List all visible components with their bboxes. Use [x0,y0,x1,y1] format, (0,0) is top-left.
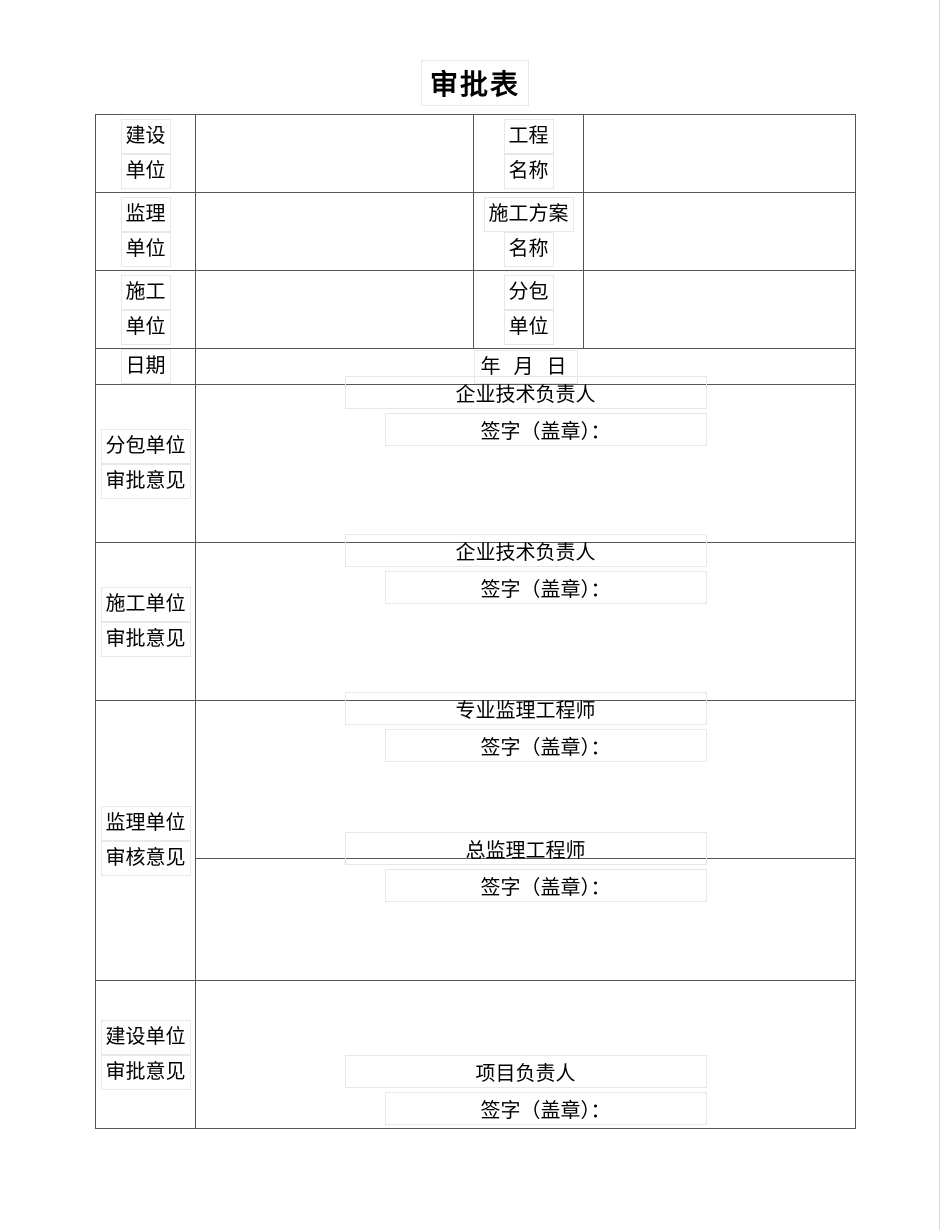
sign-label: 签字（盖章）： [385,869,707,902]
value-project-name[interactable] [584,115,856,193]
label-date: 日期 [96,349,196,385]
row-approval-owner: 建设单位 审批意见 项目负责人 签字（盖章）： [96,981,856,1129]
signer-role: 项目负责人 [345,1055,707,1088]
label-subcontractor-unit: 分包 单位 [474,271,584,349]
signer-role: 总监理工程师 [345,832,707,865]
label-construction-unit: 建设 单位 [96,115,196,193]
value-contractor-unit[interactable] [196,271,474,349]
approval-form-page: 审批表 建设 单位 工程 名称 监理 单位 [0,0,950,1230]
sign-label: 签字（盖章）： [385,571,707,604]
row-approval-subcontractor: 分包单位 审批意见 企业技术负责人 签字（盖章）： [96,385,856,543]
value-construction-unit[interactable] [196,115,474,193]
row-approval-contractor: 施工单位 审批意见 企业技术负责人 签字（盖章）： [96,543,856,701]
value-scheme-name[interactable] [584,193,856,271]
label-approval-subcontractor: 分包单位 审批意见 [96,385,196,543]
label-project-name: 工程 名称 [474,115,584,193]
label-approval-owner: 建设单位 审批意见 [96,981,196,1129]
form-title-text: 审批表 [421,60,529,106]
content-approval-supervision-2[interactable]: 总监理工程师 签字（盖章）： [196,859,856,981]
label-supervision-unit: 监理 单位 [96,193,196,271]
approval-table: 建设 单位 工程 名称 监理 单位 施工方案 名称 [95,114,856,1129]
row-supervision-unit: 监理 单位 施工方案 名称 [96,193,856,271]
signer-role: 专业监理工程师 [345,692,707,725]
content-approval-subcontractor[interactable]: 企业技术负责人 签字（盖章）： [196,385,856,543]
sign-label: 签字（盖章）： [385,1092,707,1125]
content-approval-owner[interactable]: 项目负责人 签字（盖章）： [196,981,856,1129]
content-approval-contractor[interactable]: 企业技术负责人 签字（盖章）： [196,543,856,701]
value-subcontractor-unit[interactable] [584,271,856,349]
label-approval-contractor: 施工单位 审批意见 [96,543,196,701]
row-contractor-unit: 施工 单位 分包 单位 [96,271,856,349]
sign-label: 签字（盖章）： [385,729,707,762]
label-scheme-name: 施工方案 名称 [474,193,584,271]
label-contractor-unit: 施工 单位 [96,271,196,349]
signer-role: 企业技术负责人 [345,376,707,409]
row-approval-supervision-2: 总监理工程师 签字（盖章）： [96,859,856,981]
value-supervision-unit[interactable] [196,193,474,271]
sign-label: 签字（盖章）： [385,413,707,446]
signer-role: 企业技术负责人 [345,534,707,567]
label-approval-supervision: 监理单位 审核意见 [96,701,196,981]
row-construction-unit: 建设 单位 工程 名称 [96,115,856,193]
form-title: 审批表 [95,60,855,106]
page-right-edge [939,0,940,1230]
